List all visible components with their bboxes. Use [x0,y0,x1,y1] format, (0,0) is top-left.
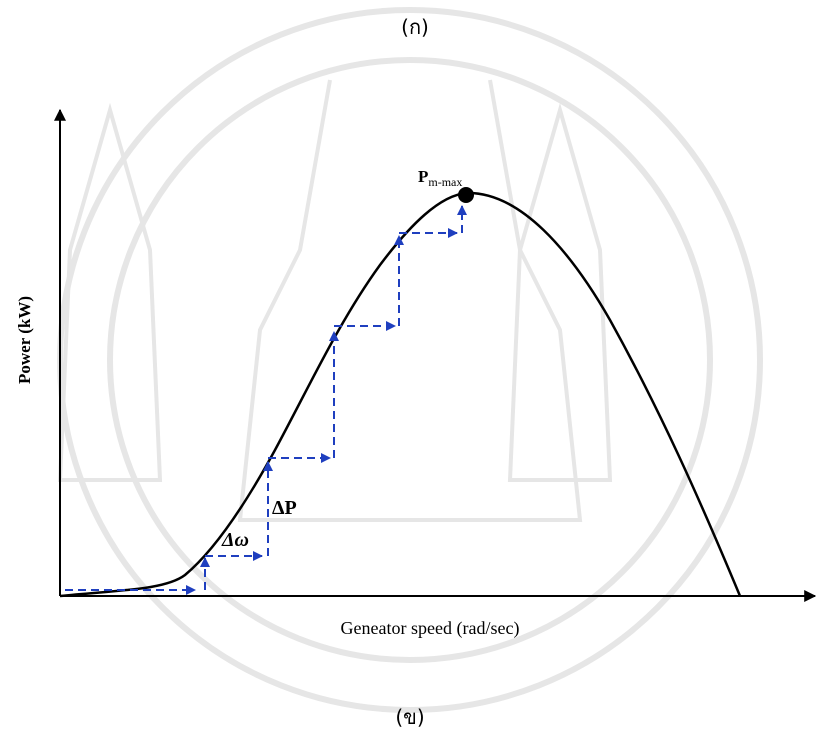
top-label: (ก) [401,15,429,39]
x-axis-label: Geneator speed (rad/sec) [341,618,520,639]
peak-point [458,187,474,203]
search-steps [65,205,467,595]
bottom-label: (ข) [395,705,424,729]
watermark [57,7,763,713]
peak-label: Pm-max [418,167,462,189]
peak-label-sub: m-max [428,175,462,189]
delta-p-label: ΔP [272,497,297,519]
delta-w-label: Δω [221,529,249,551]
y-axis-label: Power (kW) [15,296,34,384]
power-curve [59,191,742,598]
peak-label-main: P [418,167,428,186]
